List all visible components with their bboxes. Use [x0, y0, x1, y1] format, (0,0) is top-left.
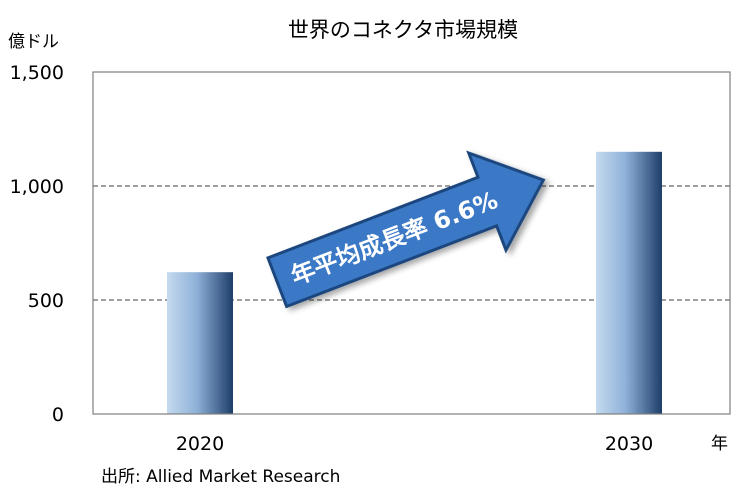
- y-tick-label: 1,000: [10, 176, 64, 198]
- plot-area-frame: [92, 71, 731, 415]
- bar-2030: [596, 151, 662, 415]
- arrow-shape: [266, 150, 546, 309]
- bar-2020: [167, 272, 233, 414]
- chart-title: 世界のコネクタ市場規模: [288, 18, 518, 42]
- y-tick-label: 0: [52, 404, 64, 426]
- y-tick-label: 500: [28, 290, 64, 312]
- x-axis-tick-labels: 2020 2030: [176, 433, 653, 455]
- y-axis-tick-labels: 0 500 1,000 1,500: [10, 62, 64, 426]
- growth-rate-arrow: 年平均成長率 6.6%: [266, 150, 546, 309]
- x-axis-unit-label: 年: [711, 434, 728, 454]
- y-tick-label: 1,500: [10, 62, 64, 84]
- bars: [167, 151, 662, 415]
- y-axis-unit-label: 億ドル: [8, 32, 59, 52]
- x-tick-label: 2030: [605, 433, 653, 455]
- source-note: 出所: Allied Market Research: [101, 467, 340, 487]
- x-tick-label: 2020: [176, 433, 224, 455]
